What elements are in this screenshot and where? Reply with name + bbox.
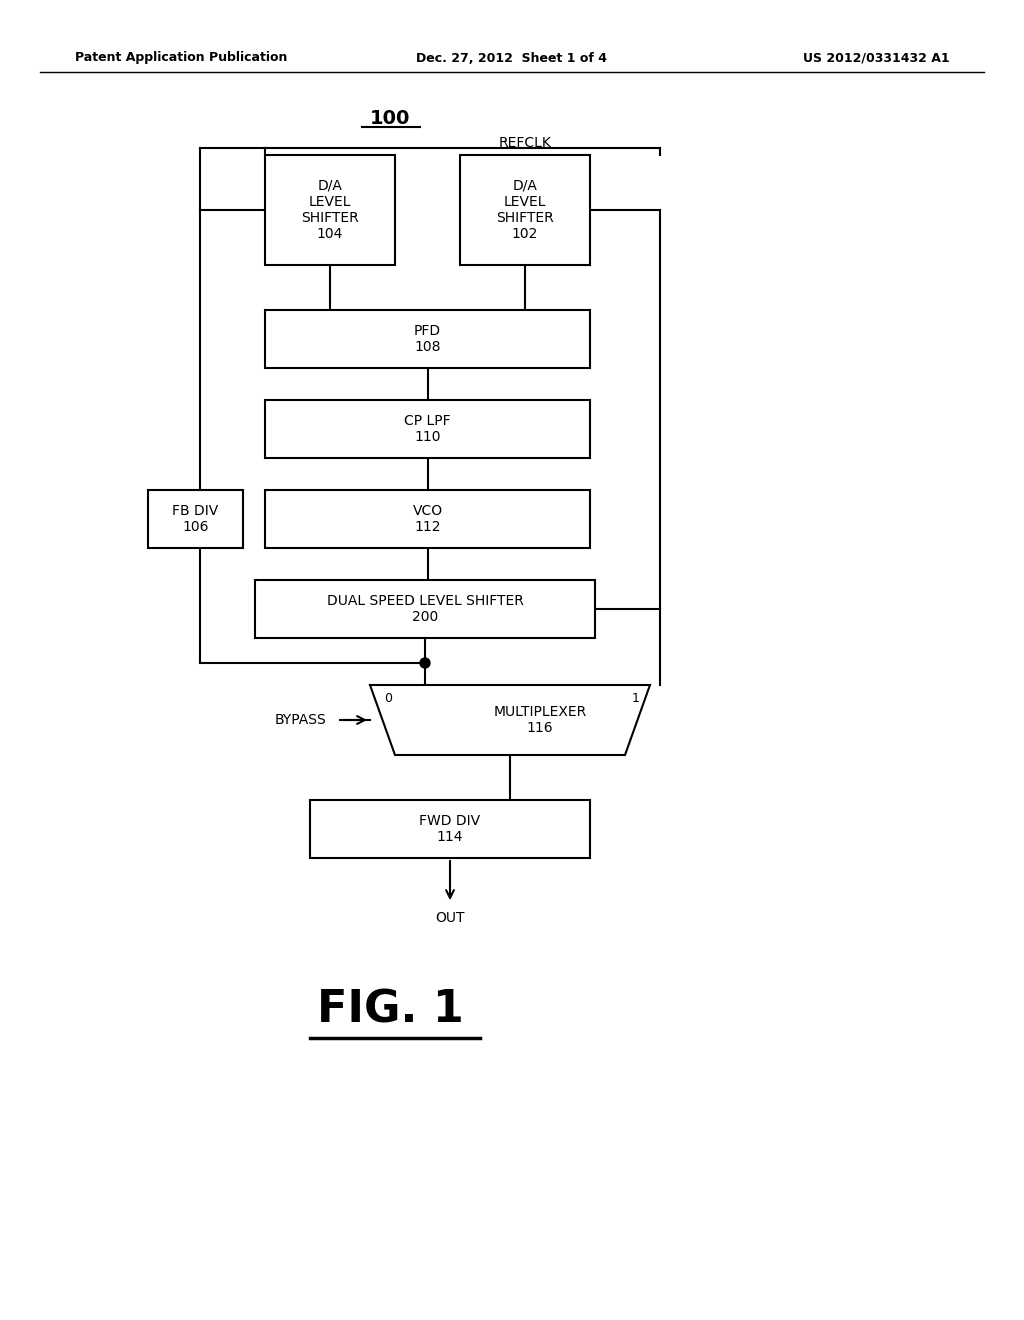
Text: Patent Application Publication: Patent Application Publication	[75, 51, 288, 65]
Text: BYPASS: BYPASS	[274, 713, 326, 727]
Polygon shape	[370, 685, 650, 755]
Bar	[310, 800, 590, 858]
Text: PFD
108: PFD 108	[414, 323, 441, 354]
Bar	[265, 400, 590, 458]
Bar	[265, 490, 590, 548]
Bar	[255, 579, 595, 638]
Bar	[460, 154, 590, 265]
Circle shape	[420, 657, 430, 668]
Text: FB DIV
106: FB DIV 106	[172, 504, 219, 535]
Text: VCO
112: VCO 112	[413, 504, 442, 535]
Bar	[265, 154, 395, 265]
Text: CP LPF
110: CP LPF 110	[404, 414, 451, 444]
Text: OUT: OUT	[435, 911, 465, 925]
Text: Dec. 27, 2012  Sheet 1 of 4: Dec. 27, 2012 Sheet 1 of 4	[417, 51, 607, 65]
Text: 1: 1	[632, 693, 640, 705]
Text: REFCLK: REFCLK	[499, 136, 552, 150]
Text: D/A
LEVEL
SHIFTER
102: D/A LEVEL SHIFTER 102	[496, 178, 554, 242]
Text: DUAL SPEED LEVEL SHIFTER
200: DUAL SPEED LEVEL SHIFTER 200	[327, 594, 523, 624]
Bar	[265, 310, 590, 368]
Text: D/A
LEVEL
SHIFTER
104: D/A LEVEL SHIFTER 104	[301, 178, 358, 242]
Text: FWD DIV
114: FWD DIV 114	[420, 814, 480, 843]
Bar	[148, 490, 243, 548]
Text: 100: 100	[370, 108, 411, 128]
Text: MULTIPLEXER
116: MULTIPLEXER 116	[494, 705, 587, 735]
Text: US 2012/0331432 A1: US 2012/0331432 A1	[804, 51, 950, 65]
Text: FIG. 1: FIG. 1	[316, 989, 464, 1031]
Text: 0: 0	[384, 693, 392, 705]
